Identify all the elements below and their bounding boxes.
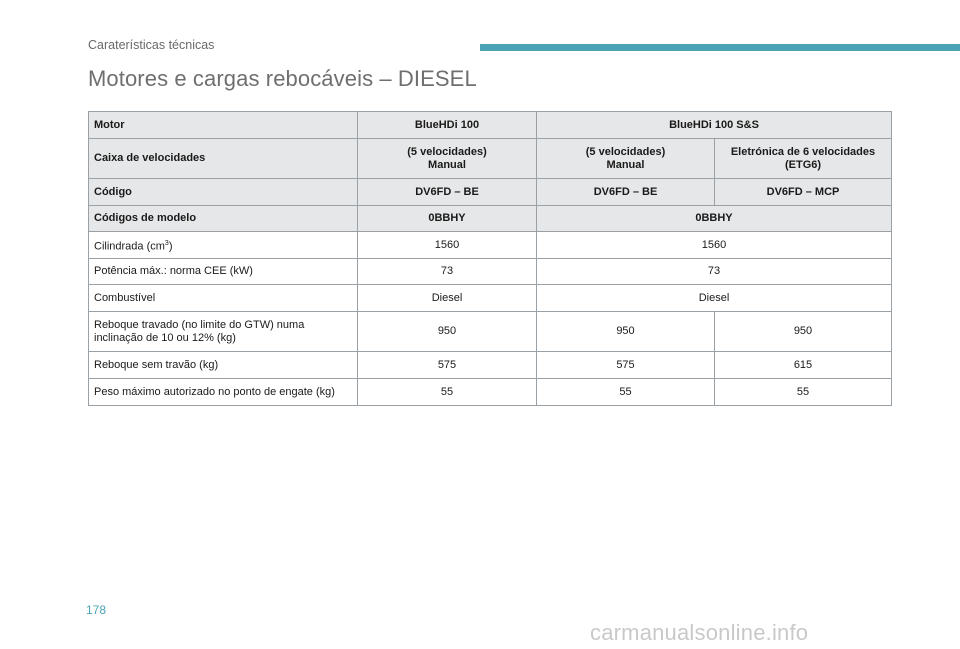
- row-label-code: Código: [88, 178, 358, 206]
- table-row-model-codes: Códigos de modelo 0BBHY 0BBHY: [88, 205, 892, 232]
- cell-motor-col2: BlueHDi 100 S&S: [536, 111, 892, 139]
- row-label-motor: Motor: [88, 111, 358, 139]
- table-row-motor: Motor BlueHDi 100 BlueHDi 100 S&S: [88, 111, 892, 139]
- row-label-fuel: Combustível: [88, 284, 358, 312]
- cell-nose-weight-col1: 55: [357, 378, 537, 406]
- cell-braked-trailer-col1: 950: [357, 311, 537, 352]
- page-title: Motores e cargas rebocáveis – DIESEL: [88, 66, 477, 91]
- cell-code-col3: DV6FD – MCP: [714, 178, 892, 206]
- cell-nose-weight-col2: 55: [536, 378, 715, 406]
- table-row-gearbox: Caixa de velocidades (5 velocidades) Man…: [88, 138, 892, 179]
- cell-gearbox-col2-line2: Manual: [606, 158, 645, 171]
- cell-fuel-col2: Diesel: [536, 284, 892, 312]
- row-label-displacement: Cilindrada (cm3): [88, 231, 358, 259]
- cell-gearbox-col3-line2: (ETG6): [784, 158, 822, 171]
- table-row-displacement: Cilindrada (cm3) 1560 1560: [88, 231, 892, 259]
- row-label-nose-weight: Peso máximo autorizado no ponto de engat…: [88, 378, 358, 406]
- braked-trailer-label-line1: Reboque travado (no limite do GTW) numa: [94, 318, 305, 331]
- cell-displacement-col2: 1560: [536, 231, 892, 259]
- cell-braked-trailer-col2: 950: [536, 311, 715, 352]
- cell-gearbox-col2-line1: (5 velocidades): [585, 145, 666, 158]
- braked-trailer-label-line2: inclinação de 10 ou 12% (kg): [94, 331, 236, 344]
- page-number: 178: [86, 603, 107, 617]
- displacement-label-sup: 3: [164, 239, 169, 247]
- cell-code-col1: DV6FD – BE: [357, 178, 537, 206]
- cell-gearbox-col3: Eletrónica de 6 velocidades (ETG6): [714, 138, 892, 179]
- cell-gearbox-col1-line2: Manual: [428, 158, 466, 171]
- cell-power-col2: 73: [536, 258, 892, 285]
- cell-model-codes-col1: 0BBHY: [357, 205, 537, 232]
- cell-unbraked-trailer-col1: 575: [357, 351, 537, 379]
- table-row-code: Código DV6FD – BE DV6FD – BE DV6FD – MCP: [88, 178, 892, 206]
- cell-gearbox-col2: (5 velocidades) Manual: [536, 138, 715, 179]
- cell-gearbox-col3-line1: Eletrónica de 6 velocidades: [730, 145, 876, 158]
- displacement-label-end: ): [168, 240, 173, 253]
- table-row-unbraked-trailer: Reboque sem travão (kg) 575 575 615: [88, 351, 892, 379]
- table-row-braked-trailer: Reboque travado (no limite do GTW) numa …: [88, 311, 892, 352]
- cell-braked-trailer-col3: 950: [714, 311, 892, 352]
- cell-model-codes-col2: 0BBHY: [536, 205, 892, 232]
- cell-unbraked-trailer-col3: 615: [714, 351, 892, 379]
- header-accent-bar: [480, 44, 960, 51]
- cell-motor-col1: BlueHDi 100: [357, 111, 537, 139]
- row-label-gearbox: Caixa de velocidades: [88, 138, 358, 179]
- engine-spec-table: Motor BlueHDi 100 BlueHDi 100 S&S Caixa …: [88, 111, 892, 406]
- watermark: carmanualsonline.info: [590, 620, 809, 645]
- cell-gearbox-col1-line1: (5 velocidades): [407, 145, 487, 158]
- table-row-fuel: Combustível Diesel Diesel: [88, 284, 892, 312]
- cell-fuel-col1: Diesel: [357, 284, 537, 312]
- section-header: Caraterísticas técnicas: [88, 38, 215, 52]
- row-label-braked-trailer: Reboque travado (no limite do GTW) numa …: [88, 311, 358, 352]
- cell-displacement-col1: 1560: [357, 231, 537, 259]
- table-row-nose-weight: Peso máximo autorizado no ponto de engat…: [88, 378, 892, 406]
- table-row-power: Potência máx.: norma CEE (kW) 73 73: [88, 258, 892, 285]
- cell-unbraked-trailer-col2: 575: [536, 351, 715, 379]
- row-label-power: Potência máx.: norma CEE (kW): [88, 258, 358, 285]
- row-label-model-codes: Códigos de modelo: [88, 205, 358, 232]
- cell-power-col1: 73: [357, 258, 537, 285]
- row-label-unbraked-trailer: Reboque sem travão (kg): [88, 351, 358, 379]
- cell-nose-weight-col3: 55: [714, 378, 892, 406]
- cell-gearbox-col1: (5 velocidades) Manual: [357, 138, 537, 179]
- displacement-label-text: Cilindrada (cm: [94, 240, 165, 253]
- cell-code-col2: DV6FD – BE: [536, 178, 715, 206]
